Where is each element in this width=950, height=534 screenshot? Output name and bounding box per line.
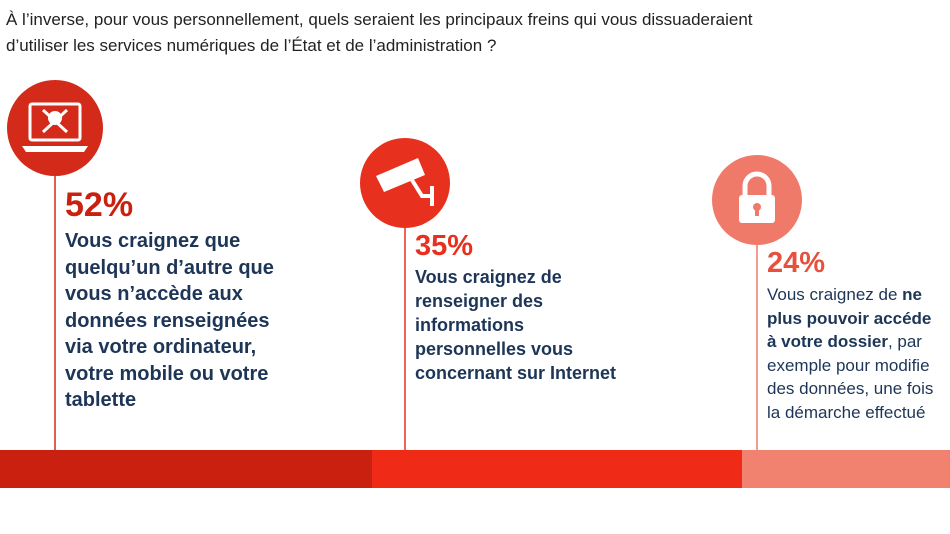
description-line: des données, une fois: [767, 377, 933, 401]
description: Vous craignez que quelqu’un d’autre que vo…: [65, 228, 274, 414]
text-run: concernant sur Internet: [415, 363, 617, 383]
text-run: à votre dossier: [767, 332, 888, 351]
text-run: Vous craignez de: [415, 267, 562, 287]
description-line: données renseignées: [65, 308, 274, 335]
text-run: quelqu’un d’autre que: [65, 256, 274, 279]
description-line: Vous craignez de: [415, 265, 616, 289]
percent: 52%: [65, 186, 134, 224]
description: Vous craignez de ne plus pouvoir accéde à …: [767, 283, 933, 424]
question-line: À l’inverse, pour vous personnellement, …: [6, 10, 753, 29]
text-run: plus pouvoir accéde: [767, 308, 932, 328]
description-line: exemple pour modifie: [767, 354, 933, 378]
description-line: quelqu’un d’autre que: [65, 255, 274, 282]
description-line: informations: [415, 313, 616, 337]
bar-segment: [742, 450, 950, 488]
bar-segment: [372, 450, 742, 488]
question-line: d’utiliser les services numériques de l’…: [6, 36, 497, 55]
text-run: ne: [902, 285, 922, 304]
text-run: Vous craignez de: [767, 285, 903, 304]
text-run: informations: [415, 315, 525, 335]
description-line: concernant sur Internet: [415, 361, 616, 385]
text-run: renseigner des: [415, 291, 544, 311]
percent: 24%: [767, 247, 826, 279]
description-line: à votre dossier, par: [767, 330, 933, 354]
text-run: la démarche effectué: [767, 402, 926, 422]
text-run: exemple pour modifie: [767, 355, 930, 375]
bar-segment: [0, 450, 372, 488]
text-run: tablette: [65, 389, 137, 411]
text-run: des données, une fois: [767, 379, 934, 398]
text-run: Vous craignez que: [65, 230, 241, 252]
text-run: vous n’accède aux: [65, 283, 243, 305]
description-line: Vous craignez de ne: [767, 283, 933, 307]
description-line: personnelles vous: [415, 337, 616, 361]
description-line: votre mobile ou votre: [65, 361, 274, 388]
lock-icon: [712, 155, 802, 245]
description-line: via votre ordinateur,: [65, 334, 274, 361]
description-line: plus pouvoir accéde: [767, 307, 933, 331]
description-line: renseigner des: [415, 289, 616, 313]
description-line: tablette: [65, 387, 274, 414]
text-run: votre mobile ou votre: [65, 362, 269, 385]
description: Vous craignez de renseigner des informatio…: [415, 265, 616, 385]
description-line: Vous craignez que: [65, 228, 274, 255]
text-run: données renseignées: [65, 309, 270, 332]
text-run: , par: [887, 332, 922, 351]
text-run: via votre ordinateur,: [65, 336, 257, 358]
percent: 35%: [415, 230, 474, 262]
description-line: la démarche effectué: [767, 401, 933, 425]
camera-icon: [360, 138, 450, 228]
description-line: vous n’accède aux: [65, 281, 274, 308]
laptop-icon: [7, 80, 103, 176]
text-run: personnelles vous: [415, 339, 574, 359]
